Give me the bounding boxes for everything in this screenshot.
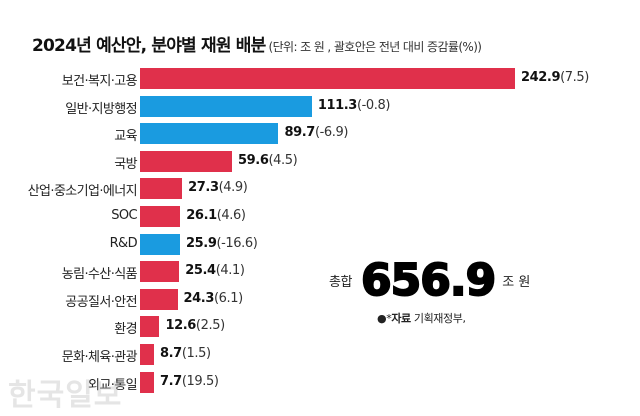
bar-row: 공공질서·안전 24.3(6.1) <box>0 288 640 311</box>
bar <box>140 371 154 393</box>
value-label: 25.9(-16.6) <box>185 235 258 251</box>
category-label: 환경 <box>114 322 137 338</box>
bar-row: 문화·체육·관광 8.7(1.5) <box>0 344 640 366</box>
value-label: 25.4(4.1) <box>185 263 245 279</box>
bar-row: 농림·수산·식품 25.4(4.1) <box>0 261 640 283</box>
total-unit: 조 원 <box>502 275 531 290</box>
category-label: 보건·복지·고용 <box>61 74 138 89</box>
watermark-logo: 한국일보 <box>8 378 123 413</box>
bar <box>140 68 515 89</box>
chart-title: 2024년 예산안, 분야별 재원 배분 (단위: 조 원 , 괄호안은 전년 대… <box>32 31 482 56</box>
total-label: 총합 <box>329 275 352 290</box>
change-percent: (4.9) <box>218 180 248 196</box>
change-percent: (4.6) <box>216 208 246 223</box>
category-label: 교육 <box>114 129 137 145</box>
bar <box>140 95 312 117</box>
change-percent: (7.5) <box>560 70 589 85</box>
source-text: 기획재정부, <box>410 312 466 325</box>
change-percent: (4.5) <box>268 152 298 168</box>
category-label: 외교·통일 <box>88 377 138 393</box>
value-number: 242.9 <box>521 70 561 85</box>
chart-title-main: 2024년 예산안, 분야별 재원 배분 <box>32 36 266 56</box>
category-label: 일반·지방행정 <box>65 101 137 117</box>
value-label: 27.3(4.9) <box>188 180 248 196</box>
bar-row: 보건·복지·고용 242.9(7.5) <box>0 68 640 90</box>
bar-row: R&D 25.9(-16.6) <box>0 233 640 256</box>
value-number: 89.7 <box>284 125 315 141</box>
bar <box>140 150 232 172</box>
bar <box>140 233 180 255</box>
category-label: 국방 <box>114 156 137 172</box>
value-label: 111.3(-0.8) <box>317 97 391 113</box>
bar <box>140 344 154 365</box>
value-label: 242.9(7.5) <box>521 70 589 85</box>
total-value: 656.9 <box>360 254 497 307</box>
chart-subtitle: (단위: 조 원 , 괄호안은 전년 대비 증감률(%)) <box>268 40 482 54</box>
bar <box>140 288 178 310</box>
value-number: 25.9 <box>185 235 217 251</box>
bar <box>140 178 183 200</box>
value-number: 24.3 <box>183 290 215 306</box>
source-bold: 자료 <box>391 312 411 325</box>
value-number: 25.4 <box>185 263 216 279</box>
total-annotation: 총합 656.9 조 원 <box>329 254 531 307</box>
category-label: 문화·체육·관광 <box>61 350 138 365</box>
change-percent: (2.5) <box>195 318 225 334</box>
bar-row: SOC 26.1(4.6) <box>0 206 640 228</box>
bar-row: 산업·중소기업·에너지 27.3(4.9) <box>0 178 640 200</box>
value-label: 8.7(1.5) <box>160 346 211 361</box>
bar-row: 국방 59.6(4.5) <box>0 150 640 173</box>
category-label: R&D <box>109 235 138 251</box>
value-label: 12.6(2.5) <box>165 318 225 334</box>
change-percent: (19.5) <box>181 373 219 389</box>
category-label: 산업·중소기업·에너지 <box>27 184 138 200</box>
value-label: 59.6(4.5) <box>238 152 298 168</box>
bar-row: 교육 89.7(-6.9) <box>0 123 640 145</box>
value-number: 26.1 <box>186 208 217 223</box>
value-label: 89.7(-6.9) <box>284 125 348 140</box>
change-percent: (6.1) <box>213 290 243 306</box>
value-number: 7.7 <box>160 373 182 389</box>
category-label: 농림·수산·식품 <box>61 267 138 283</box>
value-label: 7.7(19.5) <box>160 374 219 389</box>
value-label: 24.3(6.1) <box>183 290 244 306</box>
change-percent: (4.1) <box>215 263 245 279</box>
bar <box>140 123 279 145</box>
bar-row: 외교·통일 7.7(19.5) <box>0 371 640 394</box>
bar <box>140 261 180 283</box>
change-percent: (1.5) <box>181 346 211 361</box>
change-percent: (-16.6) <box>216 235 258 251</box>
source-bullet: ●* <box>377 312 392 325</box>
value-number: 12.6 <box>165 318 196 334</box>
bar-row: 환경 12.6(2.5) <box>0 316 640 338</box>
bar-row: 일반·지방행정 111.3(-0.8) <box>0 95 640 118</box>
source-note: ●*자료 기획재정부, <box>377 310 466 326</box>
value-number: 8.7 <box>160 346 182 361</box>
category-label: 공공질서·안전 <box>65 294 137 310</box>
value-number: 59.6 <box>238 152 269 168</box>
bar <box>140 316 160 338</box>
value-label: 26.1(4.6) <box>186 208 246 223</box>
change-percent: (-0.8) <box>356 97 391 113</box>
value-number: 111.3 <box>317 97 358 113</box>
value-number: 27.3 <box>188 180 219 196</box>
category-label: SOC <box>111 208 137 223</box>
change-percent: (-6.9) <box>314 125 349 141</box>
bar <box>140 206 181 227</box>
